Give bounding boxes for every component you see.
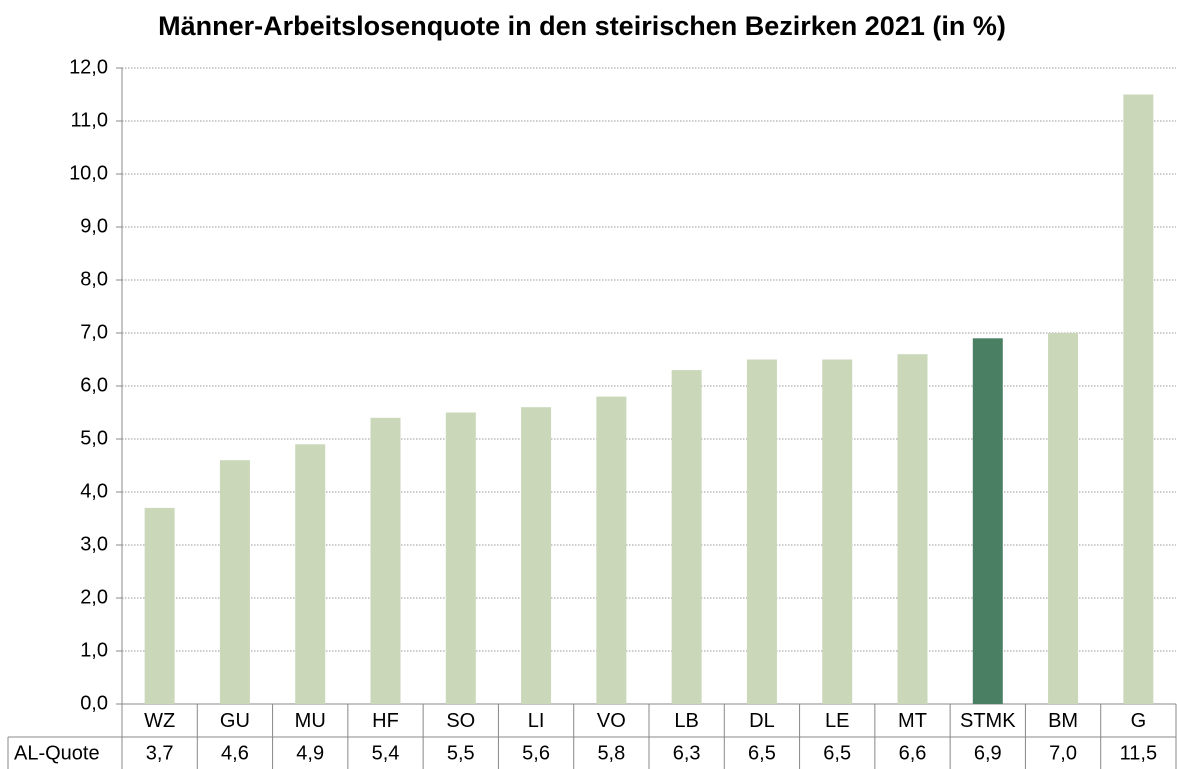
y-tick-label: 7,0 — [80, 321, 108, 343]
y-tick-label: 12,0 — [69, 56, 108, 78]
bar — [445, 412, 476, 704]
x-tick-label: MT — [898, 710, 927, 732]
data-label: 5,8 — [597, 742, 625, 764]
x-tick-label: MU — [295, 710, 326, 732]
y-tick-label: 10,0 — [69, 162, 108, 184]
bar — [1048, 333, 1079, 704]
bar — [521, 407, 552, 704]
x-tick-label: WZ — [144, 710, 175, 732]
x-tick-label: HF — [372, 710, 399, 732]
data-label: 6,5 — [748, 742, 776, 764]
data-label: 7,0 — [1049, 742, 1077, 764]
y-tick-label: 4,0 — [80, 480, 108, 502]
y-tick-label: 6,0 — [80, 374, 108, 396]
y-tick-label: 5,0 — [80, 427, 108, 449]
x-tick-label: SO — [446, 710, 475, 732]
y-tick-label: 9,0 — [80, 215, 108, 237]
x-tick-label: DL — [749, 710, 775, 732]
x-tick-label: BM — [1048, 710, 1078, 732]
x-tick-label: STMK — [960, 710, 1016, 732]
bar — [822, 359, 853, 704]
y-tick-label: 8,0 — [80, 268, 108, 290]
legend-label: AL-Quote — [14, 742, 100, 764]
bar — [972, 338, 1003, 704]
bar — [144, 507, 175, 704]
chart-title: Männer-Arbeitslosenquote in den steirisc… — [158, 11, 1006, 41]
bar — [746, 359, 777, 704]
x-tick-label: G — [1131, 710, 1147, 732]
bar — [596, 396, 627, 704]
bar — [671, 370, 702, 704]
data-label: 5,6 — [522, 742, 550, 764]
x-tick-label: VO — [597, 710, 626, 732]
x-tick-label: LE — [825, 710, 849, 732]
y-tick-label: 0,0 — [80, 692, 108, 714]
data-label: 6,3 — [673, 742, 701, 764]
y-tick-label: 3,0 — [80, 533, 108, 555]
y-tick-label: 1,0 — [80, 639, 108, 661]
data-label: 5,4 — [372, 742, 400, 764]
data-label: 6,9 — [974, 742, 1002, 764]
bar — [370, 417, 401, 704]
data-label: 6,6 — [899, 742, 927, 764]
data-label: 4,9 — [296, 742, 324, 764]
data-label: 11,5 — [1120, 742, 1157, 764]
y-tick-label: 11,0 — [71, 109, 108, 131]
x-tick-label: LI — [528, 710, 545, 732]
data-label: 6,5 — [823, 742, 851, 764]
x-tick-label: GU — [220, 710, 250, 732]
bar — [219, 460, 250, 704]
x-tick-label: LB — [674, 710, 698, 732]
y-tick-label: 2,0 — [80, 586, 108, 608]
data-label: 5,5 — [447, 742, 475, 764]
data-label: 3,7 — [146, 742, 174, 764]
bar — [295, 444, 326, 704]
bar — [897, 354, 928, 704]
bar — [1123, 94, 1154, 704]
data-label: 4,6 — [221, 742, 249, 764]
